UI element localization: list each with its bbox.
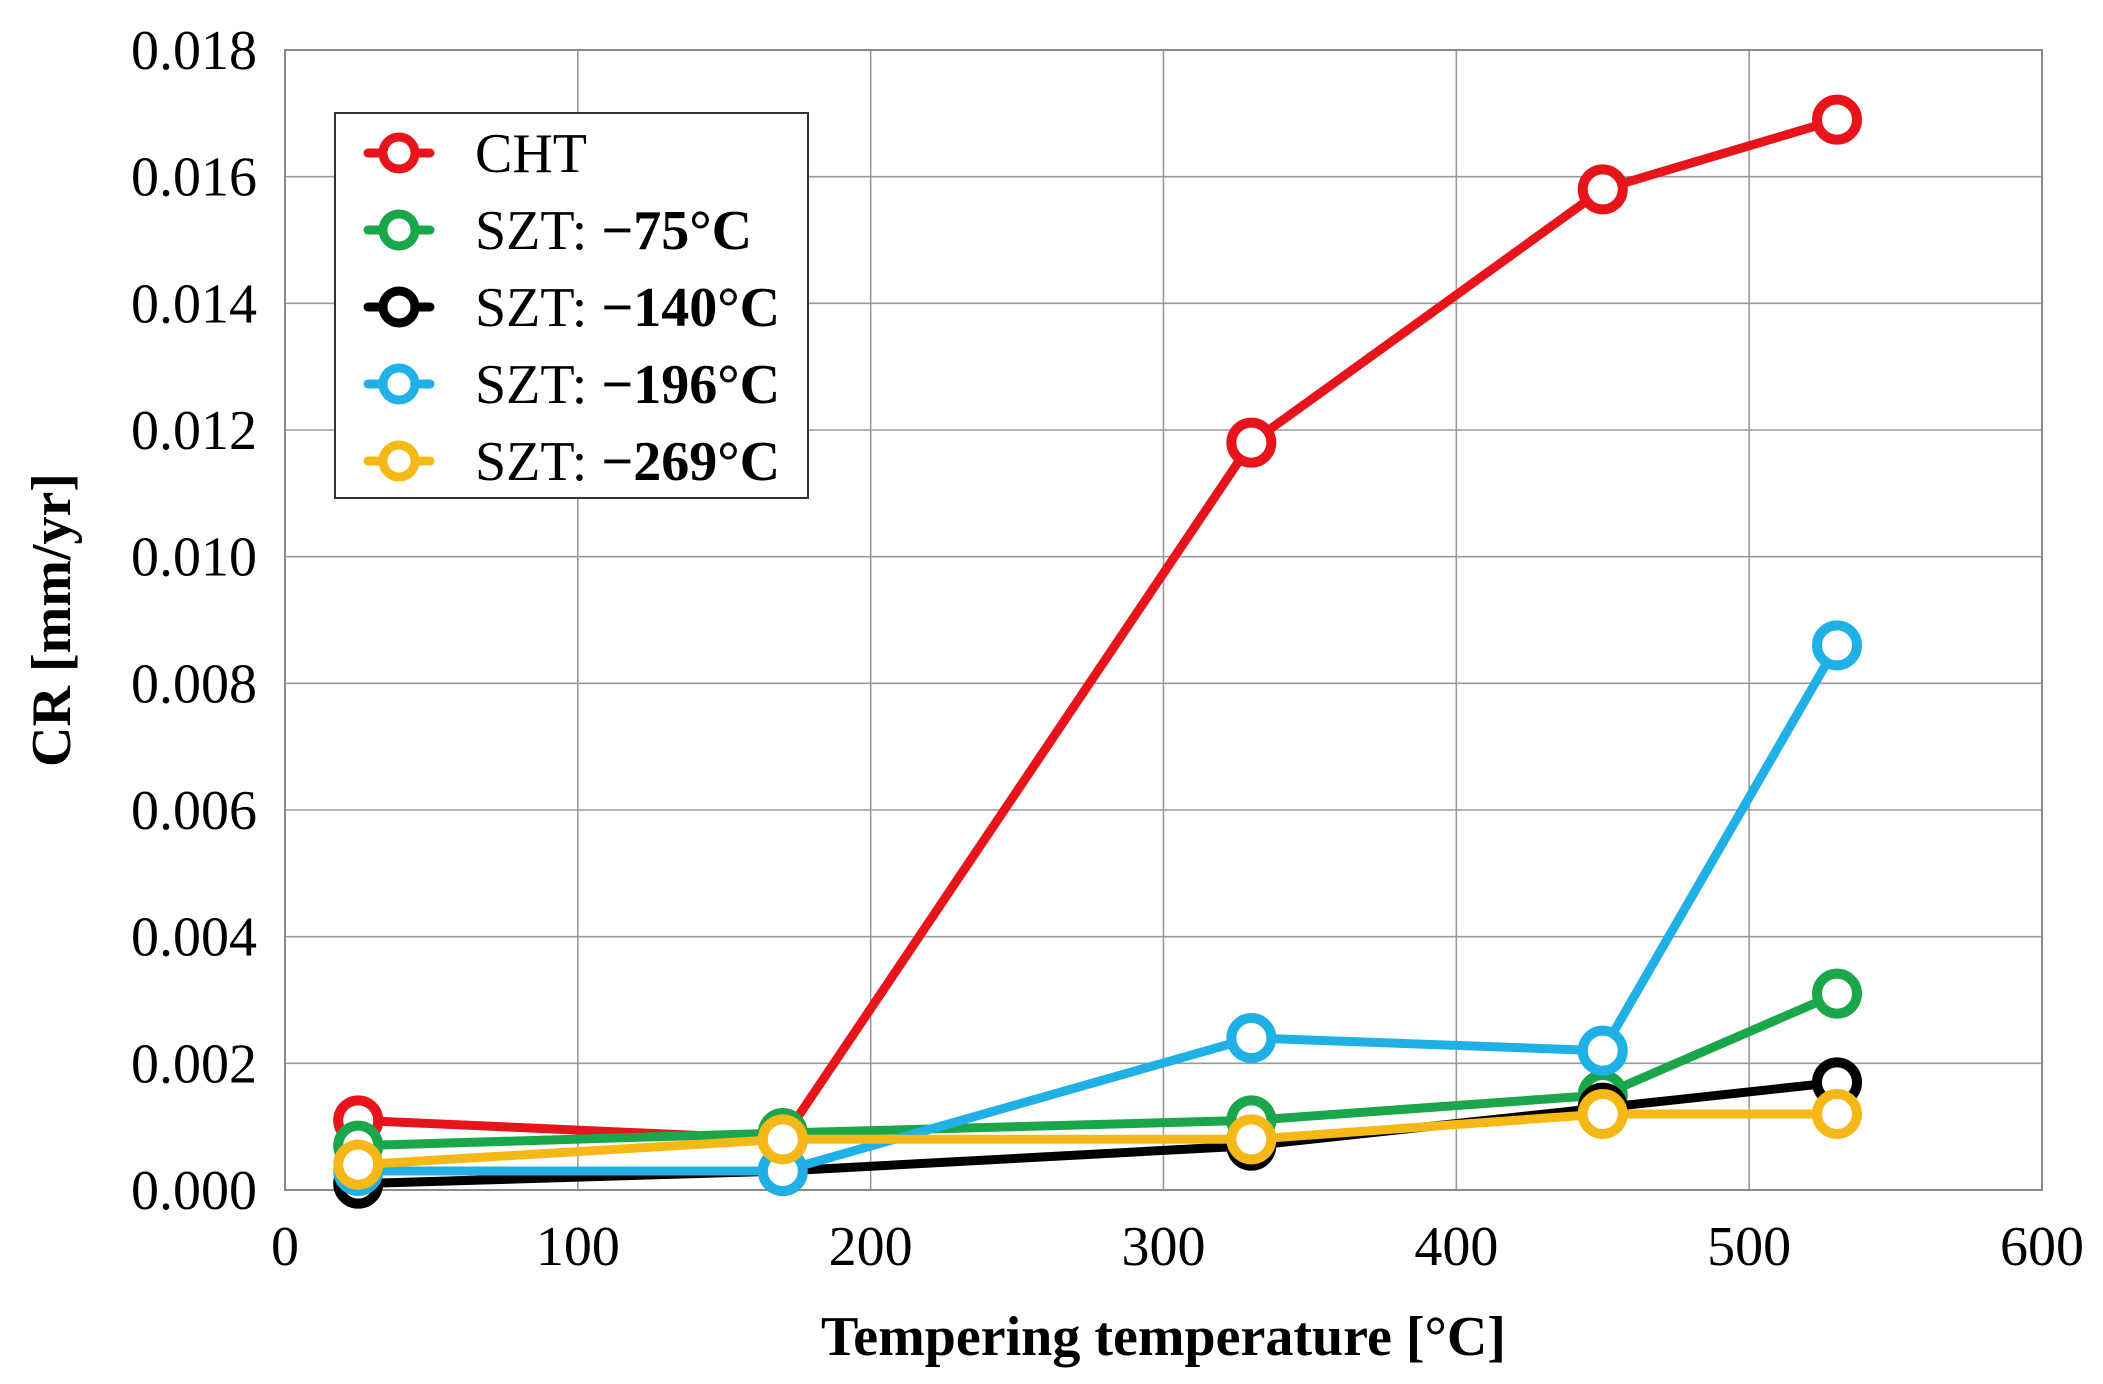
- y-tick-label: 0.016: [131, 147, 257, 209]
- legend-label-prefix: SZT:: [475, 431, 601, 493]
- legend-swatch-marker: [378, 209, 420, 251]
- plot-frame: [284, 49, 2043, 1191]
- legend-label: SZT: −269°C: [475, 431, 780, 493]
- data-point: [1812, 620, 1863, 671]
- legend-label-temp: −269°C: [601, 431, 780, 493]
- data-point: [1812, 968, 1863, 1019]
- legend-swatch-marker: [378, 286, 420, 328]
- legend-label-temp: −140°C: [601, 277, 780, 339]
- legend-item: SZT: −269°C: [363, 431, 780, 493]
- legend-swatch-marker: [378, 440, 420, 482]
- y-tick-label: 0.002: [131, 1033, 257, 1095]
- legend-item: CHT: [363, 123, 587, 185]
- y-tick-label: 0.000: [131, 1160, 257, 1222]
- legend-item: SZT: −140°C: [363, 277, 780, 339]
- data-point: [1226, 1013, 1277, 1063]
- series-group: [333, 94, 1863, 1209]
- y-tick-label: 0.014: [131, 273, 257, 335]
- legend-label-prefix: CHT: [475, 123, 587, 185]
- data-point: [1577, 164, 1628, 215]
- legend-label: SZT: −140°C: [475, 277, 780, 339]
- y-tick-label: 0.012: [131, 400, 257, 462]
- x-tick-label: 200: [829, 1216, 913, 1278]
- legend-swatch-marker: [378, 132, 420, 174]
- data-point: [1226, 1114, 1277, 1165]
- x-axis-ticks: 0 100 200 300 400 500 600: [271, 1216, 2084, 1278]
- series-4: [333, 1089, 1863, 1190]
- legend-label-temp: −75°C: [601, 200, 752, 262]
- data-point: [757, 1114, 808, 1165]
- data-point: [333, 1139, 384, 1190]
- legend-label: SZT: −75°C: [475, 200, 752, 262]
- legend-label-prefix: SZT:: [475, 354, 601, 416]
- x-tick-label: 300: [1122, 1216, 1206, 1278]
- data-point: [1812, 94, 1863, 145]
- legend-item: SZT: −75°C: [363, 200, 752, 262]
- legend-item: SZT: −196°C: [363, 354, 780, 416]
- x-tick-label: 400: [1414, 1216, 1498, 1278]
- x-tick-label: 100: [536, 1216, 620, 1278]
- x-axis-title: Tempering temperature [°C]: [821, 1306, 1506, 1368]
- x-tick-label: 500: [1707, 1216, 1791, 1278]
- x-tick-label: 600: [2000, 1216, 2084, 1278]
- data-point: [1577, 1089, 1628, 1139]
- legend-label-prefix: SZT:: [475, 277, 601, 339]
- legend-label-prefix: SZT:: [475, 200, 601, 262]
- data-point: [1577, 1025, 1628, 1076]
- y-tick-label: 0.018: [131, 20, 257, 82]
- data-point: [1226, 417, 1277, 468]
- legend-swatch-marker: [378, 363, 420, 405]
- y-tick-label: 0.006: [131, 780, 257, 842]
- legend-label: CHT: [475, 123, 587, 185]
- y-axis-ticks: 0.000 0.002 0.004 0.006 0.008 0.010 0.012 0.014…: [131, 20, 257, 1222]
- y-tick-label: 0.008: [131, 653, 257, 715]
- x-tick-label: 0: [271, 1216, 299, 1278]
- legend-label-temp: −196°C: [601, 354, 780, 416]
- data-point: [1812, 1089, 1863, 1139]
- legend-label: SZT: −196°C: [475, 354, 780, 416]
- y-axis-title: CR [mm/yr]: [21, 473, 83, 767]
- y-tick-label: 0.004: [131, 907, 257, 969]
- y-tick-label: 0.010: [131, 527, 257, 589]
